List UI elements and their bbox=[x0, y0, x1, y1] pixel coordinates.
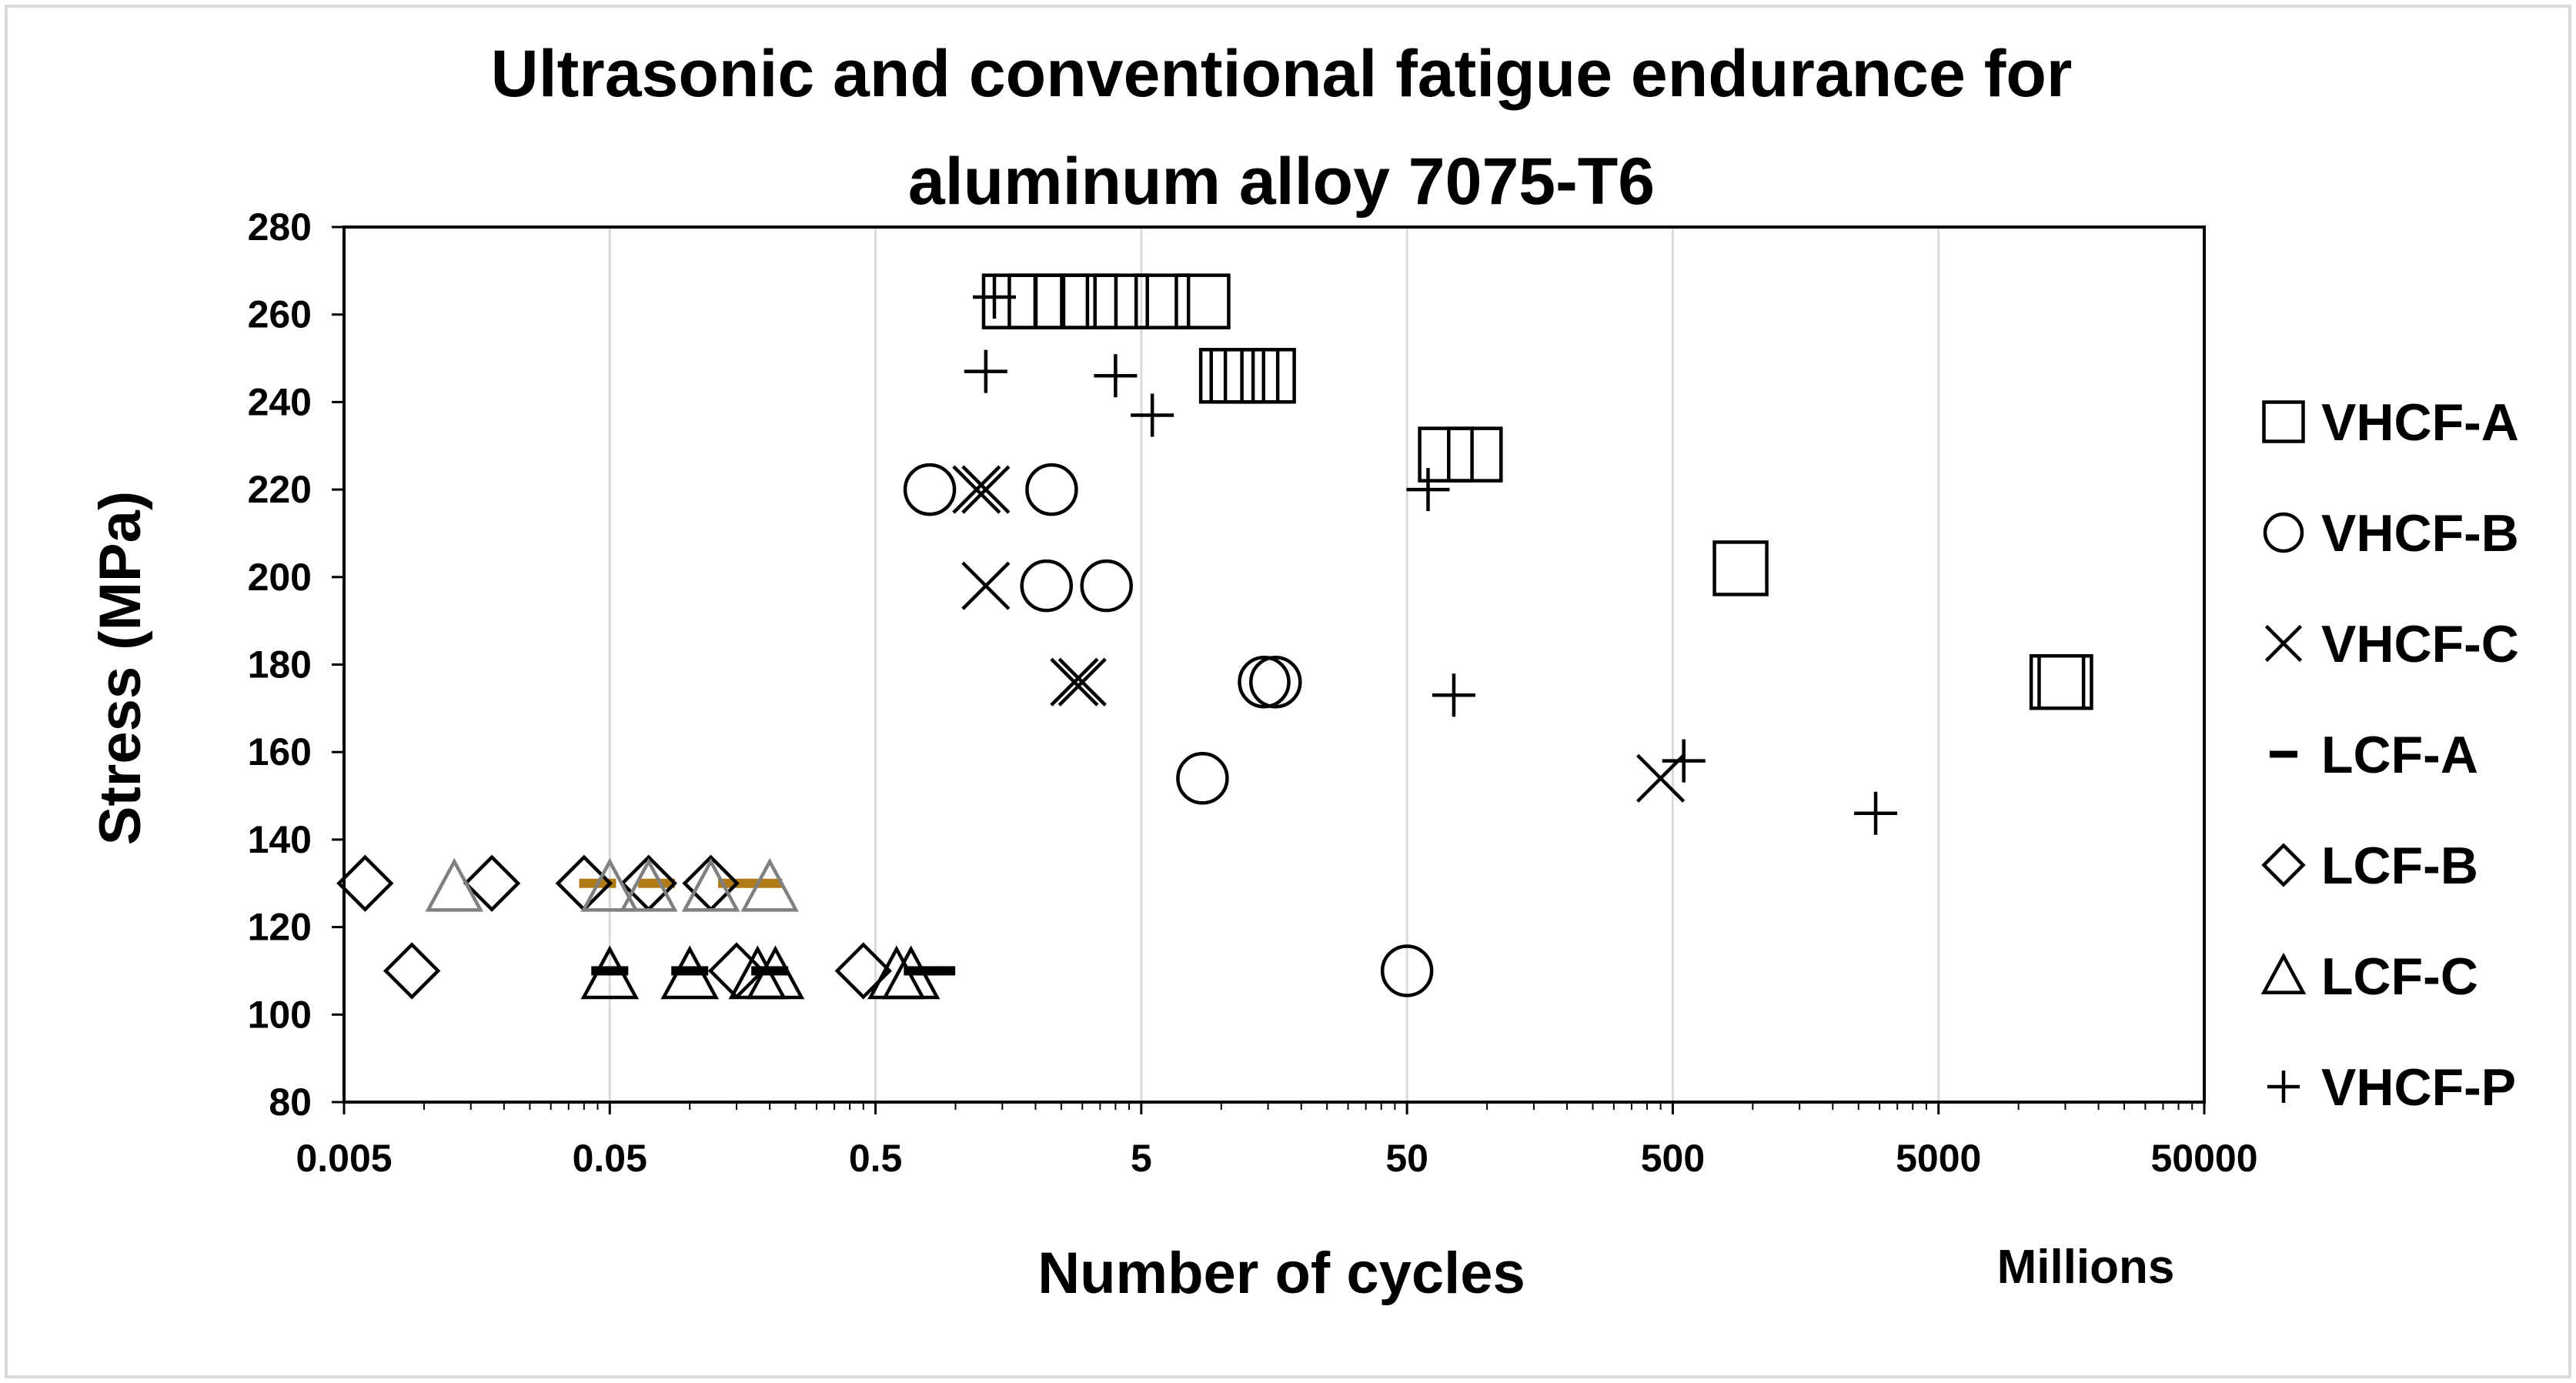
legend-marker-vhcf-b bbox=[2263, 512, 2304, 553]
data-point-lcf-c bbox=[619, 857, 678, 912]
x-tick-label: 50 bbox=[1385, 1137, 1428, 1180]
data-point-lcf-c bbox=[740, 857, 799, 912]
data-point-vhcf-a bbox=[1209, 348, 1266, 404]
x-axis-title: Number of cycles bbox=[1037, 1241, 1525, 1306]
data-point-vhcf-b bbox=[1176, 752, 1229, 805]
data-point-vhcf-b bbox=[1380, 944, 1434, 997]
x-tick-label: 0.005 bbox=[296, 1137, 392, 1180]
data-point-lcf-b bbox=[834, 942, 892, 1000]
data-point-vhcf-p bbox=[1131, 393, 1174, 437]
data-point-vhcf-b bbox=[903, 463, 957, 516]
data-point-vhcf-p bbox=[1406, 468, 1450, 512]
data-point-vhcf-p bbox=[1094, 354, 1138, 398]
data-point-vhcf-a bbox=[1061, 273, 1118, 329]
data-point-vhcf-a bbox=[1093, 273, 1149, 329]
x-tick-label: 50000 bbox=[2150, 1137, 2257, 1180]
legend-marker-lcf-b bbox=[2261, 843, 2306, 887]
y-tick-label: 280 bbox=[248, 205, 312, 249]
y-tick-label: 260 bbox=[248, 293, 312, 336]
data-point-vhcf-p bbox=[1432, 673, 1475, 717]
data-markers bbox=[336, 273, 2093, 1000]
data-point-vhcf-c bbox=[961, 561, 1011, 610]
x-tick-label: 5000 bbox=[1896, 1137, 1981, 1180]
legend: VHCF-A VHCF-B VHCF-C LCF-A LCF-B LCF-C VHCF-P bbox=[2260, 393, 2519, 1117]
data-point-vhcf-p bbox=[1662, 739, 1706, 783]
legend-label: VHCF-A bbox=[2321, 393, 2519, 452]
legend-label: LCF-C bbox=[2321, 947, 2478, 1006]
y-axis-title: Stress (MPa) bbox=[88, 491, 153, 845]
data-point-vhcf-a bbox=[1033, 273, 1090, 329]
legend-marker-vhcf-c bbox=[2264, 624, 2303, 663]
x-tick-label: 0.5 bbox=[849, 1137, 903, 1180]
data-point-vhcf-a bbox=[2037, 653, 2093, 710]
data-point-lcf-a bbox=[918, 966, 956, 976]
chart-title-line-2: aluminum alloy 7075-T6 bbox=[908, 145, 1655, 219]
legend-label: VHCF-P bbox=[2321, 1058, 2516, 1117]
data-point-vhcf-b bbox=[1249, 655, 1302, 709]
data-point-lcf-b bbox=[463, 854, 521, 912]
y-tick-label: 100 bbox=[248, 993, 312, 1036]
gridlines bbox=[608, 227, 2206, 1102]
x-tick-label: 5 bbox=[1131, 1137, 1152, 1180]
data-point-vhcf-a bbox=[1712, 540, 1769, 596]
data-point-lcf-c bbox=[580, 857, 640, 912]
chart-title-line-1: Ultrasonic and conventional fatigue endu… bbox=[491, 37, 2073, 111]
data-point-vhcf-a bbox=[1447, 426, 1503, 483]
data-point-lcf-a bbox=[638, 878, 676, 888]
y-tick-label: 180 bbox=[248, 643, 312, 686]
data-point-vhcf-c bbox=[952, 465, 1001, 514]
y-tick-label: 120 bbox=[248, 906, 312, 949]
y-tick-label: 240 bbox=[248, 380, 312, 423]
data-point-vhcf-b bbox=[1020, 559, 1073, 613]
legend-marker-lcf-a bbox=[2270, 750, 2297, 758]
data-point-vhcf-p bbox=[964, 349, 1007, 393]
data-point-vhcf-a bbox=[1240, 348, 1296, 404]
data-point-lcf-c bbox=[881, 945, 941, 1000]
x-tick-label: 0.05 bbox=[573, 1137, 647, 1180]
data-point-vhcf-b bbox=[1080, 559, 1133, 613]
data-point-vhcf-b bbox=[1238, 655, 1291, 709]
data-point-vhcf-b bbox=[1025, 463, 1078, 516]
y-tick-label: 140 bbox=[248, 818, 312, 861]
y-tick-label: 160 bbox=[248, 730, 312, 773]
y-tick-label: 80 bbox=[269, 1081, 312, 1124]
legend-label: LCF-A bbox=[2321, 726, 2478, 784]
data-point-lcf-c bbox=[580, 945, 640, 1000]
legend-label: VHCF-B bbox=[2321, 504, 2519, 563]
data-point-lcf-c bbox=[660, 945, 720, 1000]
data-point-vhcf-p bbox=[1854, 791, 1898, 835]
data-point-vhcf-a bbox=[1134, 273, 1191, 329]
legend-label: VHCF-C bbox=[2321, 615, 2519, 673]
legend-label: LCF-B bbox=[2321, 837, 2478, 895]
x-tick-label: 500 bbox=[1641, 1137, 1705, 1180]
legend-marker-lcf-c bbox=[2260, 952, 2307, 994]
legend-marker-vhcf-p bbox=[2267, 1071, 2300, 1103]
y-tick-label: 200 bbox=[248, 556, 312, 599]
data-point-lcf-c bbox=[425, 857, 484, 912]
data-point-vhcf-c bbox=[1057, 657, 1107, 707]
data-point-vhcf-a bbox=[1174, 273, 1231, 329]
y-tick-label: 220 bbox=[248, 468, 312, 511]
data-point-vhcf-p bbox=[972, 275, 1016, 319]
data-point-vhcf-c bbox=[1050, 657, 1099, 707]
data-point-lcf-a bbox=[745, 878, 783, 888]
data-point-vhcf-c bbox=[1636, 753, 1686, 803]
data-point-vhcf-a bbox=[1418, 426, 1474, 483]
data-point-lcf-b bbox=[383, 942, 441, 1000]
data-point-lcf-c bbox=[746, 945, 805, 1000]
data-point-vhcf-c bbox=[961, 465, 1011, 514]
legend-marker-vhcf-a bbox=[2262, 400, 2305, 443]
axis-ticks: 0.005 0.05 0.5 5 50 500 5000 50000 80 100 120 140 16… bbox=[248, 205, 2258, 1180]
data-point-lcf-c bbox=[681, 857, 740, 912]
data-point-lcf-b bbox=[336, 854, 394, 912]
x-axis-unit-label: Millions bbox=[1997, 1241, 2175, 1294]
